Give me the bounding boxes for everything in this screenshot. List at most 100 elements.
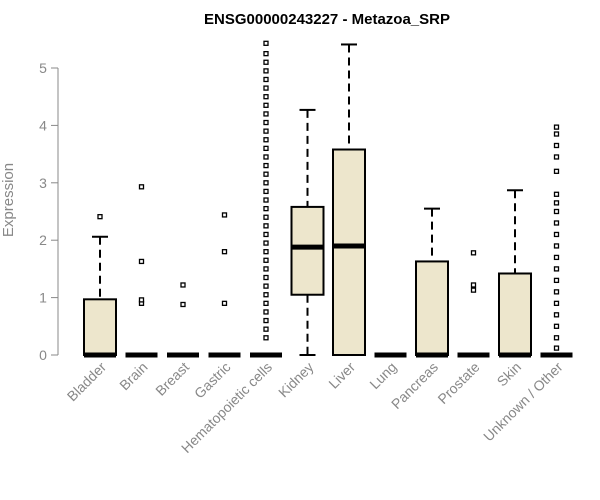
boxes-layer <box>83 40 573 358</box>
y-tick-label: 5 <box>39 60 47 76</box>
box-group <box>332 43 366 356</box>
outlier-point <box>553 142 560 149</box>
outlier-point <box>553 191 560 197</box>
outlier-point <box>553 335 560 341</box>
outlier-point <box>553 154 560 160</box>
outlier-point <box>263 137 269 143</box>
outlier-point <box>263 85 269 91</box>
outlier-point <box>263 292 269 298</box>
outlier-point <box>553 323 560 329</box>
y-tick-label: 1 <box>39 290 47 306</box>
outlier-point <box>263 266 269 272</box>
outlier-point <box>263 171 269 177</box>
box-group <box>415 207 449 358</box>
outlier-point <box>553 277 560 284</box>
outlier-point <box>263 51 269 57</box>
outlier-point <box>263 76 269 83</box>
y-tick-label: 4 <box>39 117 47 133</box>
outlier-point <box>470 250 477 256</box>
outlier-point <box>553 124 560 130</box>
outlier-point <box>263 231 269 238</box>
outlier-point <box>263 326 269 332</box>
outlier-point <box>97 214 103 220</box>
outlier-point <box>553 300 560 306</box>
outlier-point <box>553 312 560 318</box>
outlier-point <box>553 266 560 272</box>
outlier-point <box>470 287 477 293</box>
outlier-point <box>263 128 269 134</box>
category-label: Lung <box>366 359 399 392</box>
outlier-point <box>263 102 269 108</box>
outlier-point <box>553 345 560 351</box>
box-group <box>208 212 241 358</box>
outlier-point <box>263 119 269 126</box>
outlier-point <box>263 197 269 203</box>
outlier-point <box>138 258 145 265</box>
outlier-point <box>553 289 560 295</box>
outlier-point <box>263 162 269 169</box>
category-label: Liver <box>325 359 358 392</box>
outlier-point <box>553 243 560 249</box>
box-iqr <box>498 272 532 357</box>
category-label: Brain <box>116 359 150 393</box>
box-iqr <box>83 298 117 356</box>
box-iqr <box>290 205 325 296</box>
y-tick-label: 0 <box>39 347 47 363</box>
outlier-point <box>553 200 560 206</box>
box-group <box>498 189 532 358</box>
outlier-point <box>221 300 228 306</box>
outlier-point <box>263 240 269 246</box>
category-label: Breast <box>152 359 192 399</box>
outlier-point <box>263 40 269 46</box>
box-group <box>125 184 158 358</box>
box-group <box>290 108 325 356</box>
outlier-point <box>263 94 269 100</box>
outlier-point <box>263 59 269 65</box>
outlier-point <box>553 131 560 137</box>
outlier-point <box>263 145 269 152</box>
outlier-point <box>263 274 269 281</box>
outlier-point <box>263 309 269 315</box>
box-iqr <box>332 148 366 356</box>
outlier-point <box>553 208 560 215</box>
box-group <box>83 214 117 358</box>
box-group <box>457 250 490 358</box>
y-tick-label: 3 <box>39 175 47 191</box>
outlier-point <box>221 249 228 255</box>
outlier-point <box>263 257 269 263</box>
outlier-point <box>263 214 269 220</box>
box-group <box>250 40 282 358</box>
y-axis: 0 1 2 3 4 5 <box>39 60 59 363</box>
chart-title: ENSG00000243227 - Metazoa_SRP <box>204 11 450 28</box>
outlier-point <box>553 254 560 261</box>
outlier-point <box>180 282 186 288</box>
box-iqr <box>415 260 449 356</box>
outlier-point <box>263 283 269 289</box>
category-label: Kidney <box>275 359 317 401</box>
outlier-point <box>263 317 269 324</box>
box-group <box>167 282 199 358</box>
outlier-point <box>470 282 477 288</box>
outlier-point <box>263 335 269 341</box>
outlier-point <box>263 180 269 186</box>
outlier-point <box>553 220 560 226</box>
outlier-point <box>263 111 269 117</box>
category-label: Prostate <box>434 359 482 407</box>
category-label: Skin <box>494 359 525 390</box>
y-tick-label: 2 <box>39 232 47 248</box>
outlier-point <box>263 205 269 212</box>
outlier-point <box>221 212 228 218</box>
outlier-point <box>553 168 560 174</box>
outlier-point <box>263 154 269 160</box>
category-label: Unknown / Other <box>480 359 566 445</box>
box-group <box>540 124 573 358</box>
outlier-point <box>263 300 269 306</box>
outlier-point <box>263 223 269 229</box>
outlier-point <box>180 301 186 308</box>
outlier-point <box>553 231 560 238</box>
category-label: Bladder <box>64 359 110 405</box>
y-axis-label: Expression <box>0 163 17 237</box>
